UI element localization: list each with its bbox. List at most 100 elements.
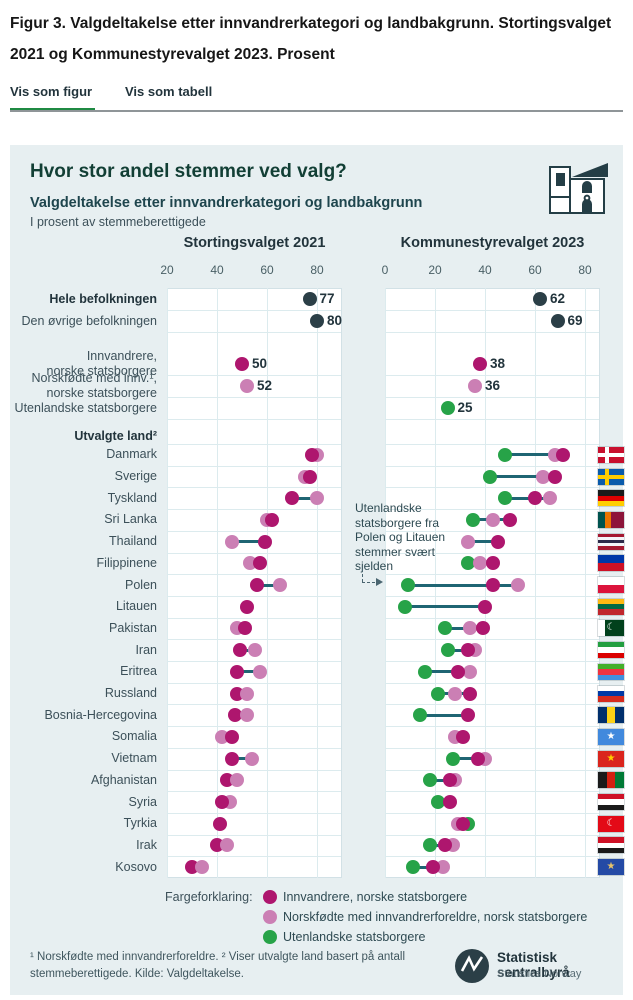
- value-label: 38: [490, 356, 506, 371]
- gridline-horizontal: [386, 530, 599, 532]
- dot-inn: [470, 751, 485, 766]
- country-label: Bosnia-Hercegovina: [44, 707, 157, 722]
- connector-line: [430, 778, 455, 782]
- flag-pakistan: ☾: [598, 620, 624, 637]
- dot-utl: [438, 621, 452, 636]
- connector-line: [425, 670, 470, 674]
- legend-title: Fargeforklaring:: [165, 890, 253, 904]
- country-label: Litauen: [115, 599, 157, 614]
- gridline-horizontal: [168, 444, 341, 445]
- gridline-horizontal: [386, 661, 599, 662]
- dot-inn: [475, 621, 490, 636]
- value-label: 52: [257, 378, 273, 393]
- flag-bosnia-hercegovina: [598, 707, 624, 724]
- dot-nf: [240, 708, 254, 723]
- gridline-horizontal: [386, 791, 599, 793]
- dot-nf: [463, 664, 477, 679]
- gridline-horizontal: [386, 617, 599, 619]
- legend-dot-0: [263, 890, 277, 904]
- gridline-horizontal: [386, 769, 599, 771]
- gridline-vertical: [435, 288, 436, 878]
- dot-inn: [555, 447, 570, 462]
- dot-utl: [413, 708, 427, 723]
- connector-line: [292, 496, 317, 500]
- countries-header: Utvalgte land²: [74, 428, 157, 443]
- axis-tick-label: 40: [210, 263, 224, 277]
- dot-nf: [460, 534, 475, 549]
- dot-utl: [423, 773, 437, 788]
- dot-inn: [235, 357, 249, 371]
- connector-line: [490, 475, 555, 479]
- dot-total: [533, 292, 547, 306]
- gridline-horizontal: [168, 834, 341, 836]
- dot-inn: [285, 491, 299, 506]
- gridline-vertical: [267, 288, 268, 878]
- dot-nf: [535, 469, 550, 484]
- country-label: Danmark: [106, 447, 157, 462]
- dot-inn: [225, 729, 239, 744]
- figure-title: Figur 3. Valgdeltakelse etter innvandrer…: [10, 15, 612, 63]
- dot-inn: [473, 357, 487, 371]
- value-label: 80: [327, 313, 343, 328]
- dot-utl: [423, 838, 437, 853]
- gridline-horizontal: [168, 812, 341, 814]
- dot-inn: [460, 643, 475, 658]
- gridline-horizontal: [168, 726, 341, 728]
- dot-inn: [240, 599, 254, 614]
- gridline-horizontal: [386, 332, 599, 333]
- gridline-horizontal: [168, 332, 341, 333]
- flag-kosovo: ★: [598, 859, 624, 876]
- dot-utl: [498, 491, 512, 506]
- gridline-horizontal: [386, 397, 599, 398]
- gridline-vertical: [585, 288, 586, 878]
- gridline-horizontal: [168, 465, 341, 467]
- tab-vis-som-tabell[interactable]: Vis som tabell: [125, 84, 213, 99]
- connector-line: [407, 583, 518, 587]
- value-label: 50: [252, 356, 268, 371]
- gridline-horizontal: [386, 812, 599, 814]
- axis-tick-label: 60: [260, 263, 274, 277]
- connector-line: [452, 757, 485, 761]
- dot-nf: [543, 491, 557, 506]
- gridline-vertical: [535, 288, 536, 878]
- view-tabs: Vis som figur Vis som tabell: [10, 84, 623, 114]
- gridline-horizontal: [386, 682, 599, 684]
- gridline-horizontal: [168, 375, 341, 376]
- dot-utl: [445, 751, 460, 766]
- dot-nf: [272, 578, 287, 593]
- dot-nf: [252, 664, 267, 679]
- value-label: 62: [550, 291, 566, 306]
- flag-irak: [598, 837, 624, 854]
- value-label: 25: [457, 400, 473, 415]
- dot-inn: [548, 469, 562, 484]
- summary-row-label: Den øvrige befolkningen: [21, 313, 158, 328]
- connector-line: [257, 583, 280, 587]
- building-icon: [549, 163, 608, 214]
- dot-total: [302, 292, 317, 306]
- tab-vis-som-figur[interactable]: Vis som figur: [10, 84, 93, 99]
- dot-inn: [485, 556, 500, 571]
- legend-dot-1: [263, 910, 277, 924]
- summary-row-label: Hele befolkningen: [49, 291, 157, 306]
- gridline-vertical: [385, 288, 386, 878]
- dot-inn: [450, 664, 465, 679]
- connector-line: [232, 757, 252, 761]
- flag-litauen: [598, 598, 624, 615]
- dot-utl: [498, 447, 512, 462]
- dot-total: [310, 314, 324, 328]
- annotation-arrowhead: [376, 578, 383, 586]
- dot-plot-chart: 20 40 60 80 Stortingsvalget 2021 0 20 40 60 80 Kom…: [10, 145, 624, 995]
- dot-utl: [430, 795, 445, 810]
- country-label: Polen: [125, 577, 157, 592]
- ssb-logo: Statistisk sentralbyrå Statistics Norway: [453, 947, 623, 987]
- dot-utl: [430, 686, 445, 701]
- gridline-horizontal: [168, 617, 341, 619]
- country-label: Thailand: [109, 534, 157, 549]
- dot-inn: [215, 795, 229, 810]
- gridline-horizontal: [168, 397, 341, 398]
- gridline-horizontal: [386, 310, 599, 311]
- dot-inn: [237, 621, 252, 636]
- legend-dot-2: [263, 930, 277, 944]
- chart-subtitle: Valgdeltakelse etter innvandrerkategori …: [30, 195, 423, 211]
- summary-row-label: Innvandrere, norske statsborgere: [46, 349, 157, 378]
